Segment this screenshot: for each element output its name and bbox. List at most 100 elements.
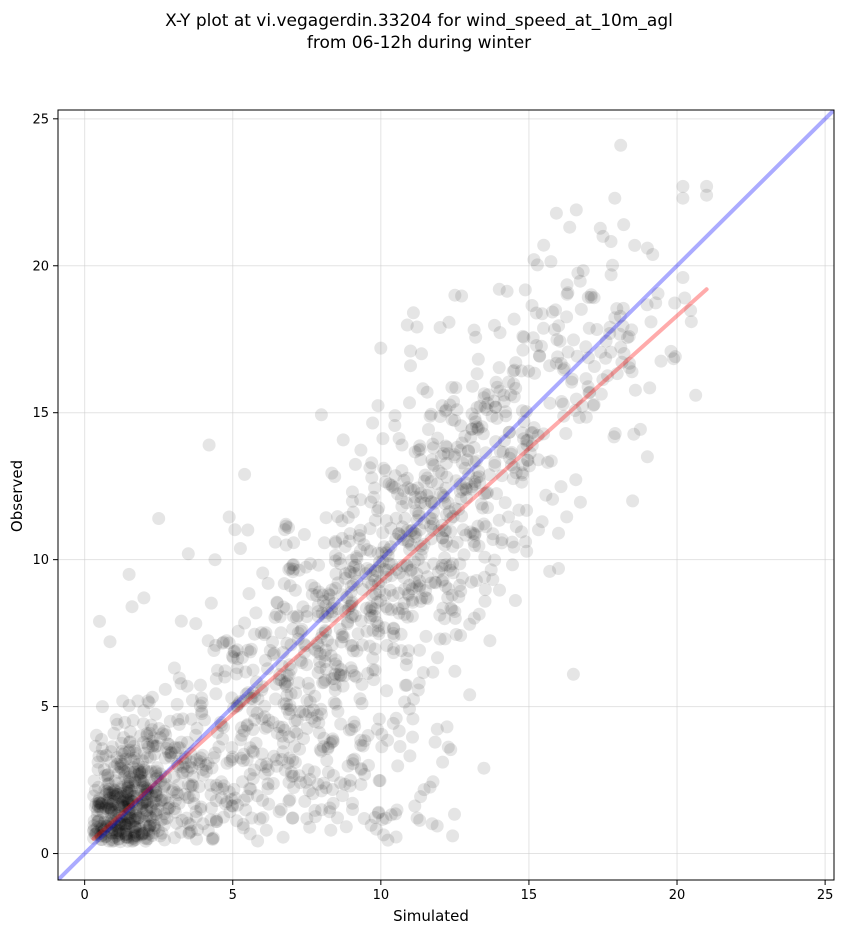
data-point [399,658,413,672]
data-point [133,811,146,824]
data-point [406,712,420,726]
data-point [139,819,153,833]
data-point [102,786,116,800]
data-point [426,517,440,531]
data-point [507,377,521,391]
data-point [411,683,425,697]
data-point [120,830,133,844]
data-point [375,727,389,741]
data-point [94,829,108,843]
data-point [292,676,306,690]
data-point [287,536,301,550]
data-point [438,612,452,626]
data-point [417,474,431,488]
data-point [306,703,320,717]
data-point [314,707,328,721]
data-point [266,716,280,729]
data-point [150,739,164,753]
data-point [280,680,294,694]
data-point [480,403,494,417]
data-point [282,562,296,576]
data-point [255,683,269,697]
data-point [232,697,246,711]
data-point [126,795,140,808]
data-point [148,821,162,835]
data-point [185,778,199,792]
data-point [142,696,156,710]
data-point [204,788,218,802]
data-point [438,551,452,565]
data-point [424,519,438,533]
data-point [95,797,109,811]
data-point [149,782,163,796]
data-point [521,453,534,467]
data-point [297,732,310,746]
data-point [478,400,492,414]
data-point [546,492,560,506]
data-point [340,590,354,604]
data-point [123,784,136,798]
data-point [158,833,171,847]
data-point [256,680,270,694]
data-point [231,652,245,666]
data-point [209,687,223,701]
data-point [113,800,127,814]
data-point [114,781,128,794]
data-point [326,783,339,796]
data-point [676,271,690,284]
data-point [389,532,403,546]
data-point [391,602,405,616]
data-point [339,820,353,834]
data-point [379,570,393,584]
data-point [424,576,438,590]
data-point [240,719,254,733]
data-point [354,763,368,777]
data-point [435,574,449,588]
data-point [372,501,386,515]
data-point [433,410,447,423]
data-point [103,635,117,649]
data-point [465,575,478,589]
data-point [604,345,618,359]
data-point [326,732,340,746]
data-point [617,218,631,232]
data-point [488,553,502,567]
data-point [112,766,126,779]
data-point [604,235,618,248]
data-point [157,779,171,793]
data-point [158,812,172,826]
data-point [117,807,131,821]
data-point [325,638,339,652]
data-point [520,544,534,558]
data-point [185,693,199,707]
data-point [189,728,203,742]
data-point [152,722,166,735]
data-point [111,798,125,812]
data-point [379,811,393,825]
data-point [476,427,490,441]
data-point [168,746,182,760]
data-point [112,824,126,838]
data-point [430,722,444,736]
data-point [402,588,416,602]
data-point [365,456,379,470]
data-point [432,524,446,538]
data-point [228,644,242,658]
data-point [194,802,208,816]
data-point [331,704,345,718]
data-point [295,622,309,636]
data-point [347,715,361,729]
data-point [403,543,417,557]
data-point [371,399,385,413]
data-point [497,388,511,402]
data-point [128,829,142,843]
data-point [246,723,260,736]
data-point [319,781,333,795]
data-point [291,609,305,623]
data-point [149,766,162,780]
data-point [439,558,453,572]
data-point [310,589,324,602]
data-point [345,494,359,508]
data-point [397,596,411,610]
data-point [105,834,119,848]
